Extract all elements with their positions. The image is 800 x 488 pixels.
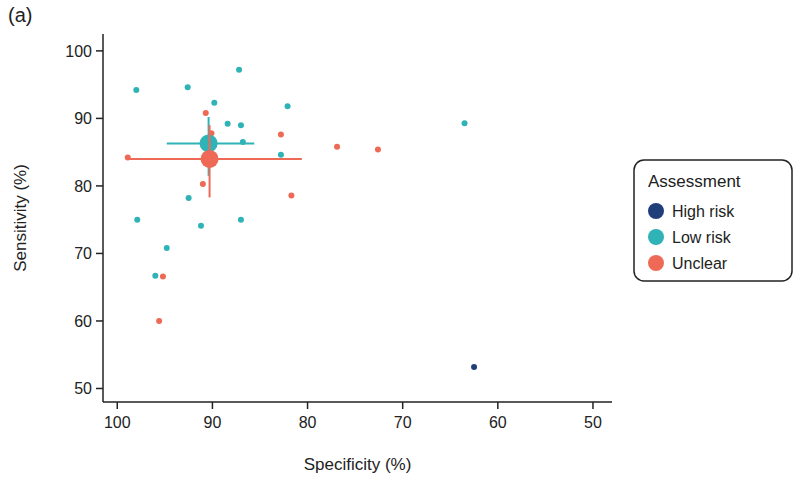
legend-title: Assessment	[648, 172, 741, 191]
point	[375, 146, 381, 152]
x-tick-label: 50	[584, 414, 602, 431]
x-tick	[592, 402, 594, 409]
point	[334, 144, 340, 150]
legend-marker	[648, 203, 664, 219]
x-tick-label: 100	[104, 414, 131, 431]
point	[185, 84, 191, 90]
y-tick-label: 70	[74, 245, 92, 262]
x-tick-label: 60	[489, 414, 507, 431]
point	[133, 87, 139, 93]
x-tick-label: 70	[394, 414, 412, 431]
x-tick	[307, 402, 309, 409]
x-tick	[497, 402, 499, 409]
x-tick	[117, 402, 119, 409]
point	[238, 217, 244, 223]
y-tick	[96, 253, 103, 255]
x-tick	[402, 402, 404, 409]
point	[160, 273, 166, 279]
y-tick	[96, 320, 103, 322]
chart: (a) 100 90 80 70 60 50 50 60 70 80 90 100 Specificity…	[0, 0, 800, 488]
point	[471, 364, 477, 370]
y-tick-label: 90	[74, 110, 92, 127]
point	[285, 103, 291, 109]
point	[200, 181, 206, 187]
y-tick-label: 50	[74, 380, 92, 397]
point	[186, 195, 192, 201]
x-axis-label: Specificity (%)	[304, 455, 412, 474]
x-tick-label: 90	[204, 414, 222, 431]
point	[134, 217, 140, 223]
legend: Assessment High risk Low risk Unclear	[634, 160, 792, 281]
summary-point	[201, 150, 219, 168]
plot-area	[125, 67, 477, 370]
point	[236, 67, 242, 73]
legend-label: Unclear	[672, 255, 728, 272]
legend-marker	[648, 229, 664, 245]
y-tick	[96, 185, 103, 187]
point	[156, 318, 162, 324]
y-tick-label: 60	[74, 313, 92, 330]
y-axis	[102, 34, 104, 402]
point	[278, 132, 284, 138]
point	[152, 273, 158, 279]
point	[203, 110, 209, 116]
y-tick	[96, 50, 103, 52]
legend-marker	[648, 255, 664, 271]
y-tick-label: 80	[74, 178, 92, 195]
y-axis-label: Sensitivity (%)	[11, 164, 30, 272]
point	[198, 223, 204, 229]
legend-label: Low risk	[672, 229, 732, 246]
x-tick	[212, 402, 214, 409]
point	[211, 100, 217, 106]
legend-box	[634, 160, 792, 281]
point	[462, 120, 468, 126]
point	[278, 152, 284, 158]
y-tick	[96, 118, 103, 120]
y-tick	[96, 388, 103, 390]
point	[225, 121, 231, 127]
y-tick-label: 100	[65, 43, 92, 60]
x-axis	[103, 401, 612, 403]
legend-label: High risk	[672, 203, 735, 220]
point	[238, 122, 244, 128]
title: (a)	[8, 4, 32, 26]
point	[288, 192, 294, 198]
x-tick-label: 80	[299, 414, 317, 431]
point	[164, 245, 170, 251]
